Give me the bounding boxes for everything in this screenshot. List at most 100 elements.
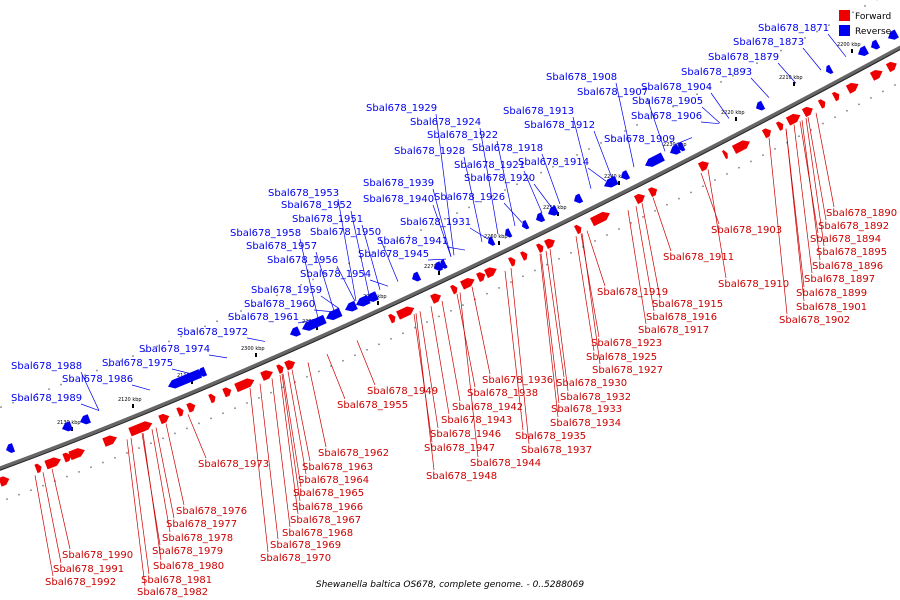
reverse-gene-label: Sbal678_1906	[631, 111, 702, 122]
forward-gene-arrow	[869, 70, 883, 81]
upper-track-dot	[276, 294, 278, 297]
forward-gene-label: Sbal678_1923	[591, 338, 662, 349]
reverse-gene-label: Sbal678_1961	[228, 312, 299, 323]
reverse-gene-label: Sbal678_1988	[11, 361, 82, 372]
forward-gene-arrow	[276, 364, 284, 374]
lower-track-dot	[150, 442, 152, 445]
forward-leader-line	[259, 383, 279, 540]
forward-gene-label: Sbal678_1977	[166, 519, 237, 530]
forward-gene-arrow	[520, 251, 528, 261]
forward-leader-line	[641, 203, 661, 299]
lower-track-dot	[522, 275, 524, 278]
forward-gene-label: Sbal678_1963	[302, 462, 373, 473]
kbp-tick-mark	[618, 181, 620, 185]
lower-track-dot	[390, 338, 392, 340]
reverse-gene-arrow	[356, 294, 371, 307]
forward-gene-arrow	[508, 257, 516, 267]
lower-track-dot	[666, 203, 668, 206]
upper-track-dot	[480, 200, 482, 203]
reverse-leader-line	[299, 238, 319, 319]
kbp-tick-mark	[191, 380, 193, 384]
forward-gene-label: Sbal678_1962	[318, 448, 389, 459]
reverse-gene-label: Sbal678_1914	[518, 157, 589, 168]
forward-leader-line	[187, 414, 207, 459]
forward-gene-label: Sbal678_1980	[153, 561, 224, 572]
reverse-leader-line	[80, 403, 100, 411]
reverse-gene-label: Sbal678_1941	[377, 236, 448, 247]
upper-track-dot	[660, 111, 662, 114]
kbp-tick-mark	[793, 82, 795, 86]
reverse-gene-label: Sbal678_1920	[464, 173, 535, 184]
forward-gene-arrow	[450, 284, 458, 295]
lower-track-dot	[366, 349, 368, 351]
lower-track-dot	[774, 148, 776, 150]
upper-track-dot	[600, 142, 602, 144]
reverse-gene-label: Sbal678_1959	[251, 285, 322, 296]
forward-gene-label: Sbal678_1978	[162, 533, 233, 544]
upper-track-dot	[300, 284, 302, 286]
forward-gene-label: Sbal678_1934	[550, 418, 621, 429]
upper-track-dot	[132, 355, 134, 357]
lower-track-dot	[558, 257, 560, 260]
reverse-gene-arrow	[604, 175, 619, 188]
lower-track-dot	[570, 252, 572, 254]
forward-gene-arrow	[647, 187, 658, 198]
reverse-leader-line	[350, 210, 370, 296]
upper-track-dot	[24, 397, 26, 399]
forward-gene-label: Sbal678_1933	[551, 404, 622, 415]
forward-leader-line	[807, 116, 827, 221]
forward-gene-label: Sbal678_1910	[718, 279, 789, 290]
reverse-leader-line	[446, 246, 466, 251]
upper-track-dot	[672, 105, 674, 108]
reverse-gene-label: Sbal678_1972	[177, 327, 248, 338]
forward-leader-line	[549, 248, 569, 392]
reverse-leader-line	[673, 137, 693, 146]
upper-track-dot	[432, 223, 434, 226]
forward-gene-label: Sbal678_1902	[779, 315, 850, 326]
forward-gene-label: Sbal678_1967	[290, 515, 361, 526]
upper-track-dot	[336, 267, 338, 270]
reverse-leader-line	[337, 198, 357, 301]
lower-track-dot	[594, 240, 596, 242]
reverse-gene-label: Sbal678_1913	[503, 106, 574, 117]
reverse-gene-label: Sbal678_1907	[577, 87, 648, 98]
forward-gene-arrow	[775, 121, 784, 131]
reverse-leader-line	[463, 156, 483, 243]
forward-gene-label: Sbal678_1943	[441, 415, 512, 426]
forward-gene-label: Sbal678_1968	[282, 528, 353, 539]
lower-track-dot	[6, 498, 8, 500]
upper-track-dot	[192, 330, 194, 333]
upper-track-dot	[564, 160, 566, 162]
forward-gene-arrow	[885, 61, 897, 73]
reverse-gene-label: Sbal678_1975	[102, 358, 173, 369]
kbp-tick-mark	[132, 404, 134, 408]
upper-track-dot	[756, 62, 758, 64]
lower-track-dot	[474, 298, 476, 301]
forward-gene-label: Sbal678_1948	[426, 471, 497, 482]
forward-gene-arrow	[34, 463, 42, 474]
upper-track-dot	[444, 218, 446, 220]
upper-track-dot	[228, 315, 230, 317]
reverse-leader-line	[479, 127, 499, 235]
forward-leader-line	[545, 250, 565, 378]
forward-leader-line	[151, 429, 171, 533]
forward-gene-label: Sbal678_1930	[556, 378, 627, 389]
forward-leader-line	[155, 427, 175, 519]
upper-track-dot	[420, 229, 422, 231]
reverse-leader-line	[593, 130, 613, 179]
forward-gene-arrow	[845, 82, 859, 94]
upper-track-dot	[852, 11, 854, 14]
forward-gene-arrow	[234, 378, 255, 393]
reverse-leader-line	[710, 92, 730, 119]
lower-track-dot	[606, 234, 608, 236]
reverse-gene-arrow	[888, 29, 899, 40]
upper-track-dot	[252, 305, 254, 307]
reverse-gene-arrow	[290, 326, 301, 337]
lower-track-dot	[138, 447, 140, 449]
legend: Forward Reverse	[839, 10, 892, 37]
lower-track-dot	[726, 173, 728, 175]
lower-track-dot	[882, 90, 884, 93]
lower-track-dot	[450, 310, 452, 312]
reverse-gene-arrow	[62, 421, 73, 432]
reverse-leader-line	[541, 153, 561, 205]
